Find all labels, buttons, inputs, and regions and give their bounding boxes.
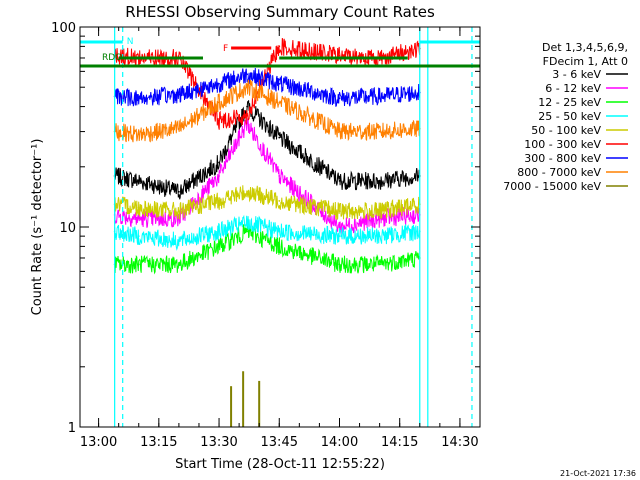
x-tick-label-1: 13:15 xyxy=(140,435,177,450)
series-5-point-5 xyxy=(278,45,281,48)
series-4-point-7 xyxy=(378,210,381,213)
series-0-point-3 xyxy=(218,161,220,164)
series-2-point-3 xyxy=(218,245,220,248)
series-6-point-4 xyxy=(246,73,249,76)
series-2-point-2 xyxy=(177,263,180,266)
series-2-point-7 xyxy=(378,263,381,266)
y-tick-label-1: 10 xyxy=(59,221,76,236)
series-4-point-1 xyxy=(137,206,140,209)
x-tick-label-4: 14:00 xyxy=(321,435,358,450)
series-3-line xyxy=(114,214,421,251)
axes-layer: 13:00 13:15 13:30 13:45 14:00 14:15 14:30 1 10 10… xyxy=(51,21,481,450)
series-3-point-4 xyxy=(246,221,249,224)
series-7-point-5 xyxy=(278,101,281,104)
annotation-label-2: F xyxy=(223,44,228,54)
series-1-point-1 xyxy=(137,217,140,220)
series-0-point-6 xyxy=(338,180,341,182)
y-tick-label-0: 1 xyxy=(68,421,76,436)
series-4-point-2 xyxy=(177,210,180,213)
legend-header-0: Det 1,3,4,5,6,9, xyxy=(542,41,628,54)
series-5-point-4 xyxy=(246,114,249,117)
series-7-point-4 xyxy=(246,86,249,89)
legend-entry-8: 7000 - 15000 keV xyxy=(503,180,601,193)
legend-entry-2: 12 - 25 keV xyxy=(538,96,601,109)
series-7-point-3 xyxy=(218,101,220,104)
series-1 xyxy=(113,117,421,235)
series-7-point-6 xyxy=(338,130,341,133)
series-4-point-3 xyxy=(218,200,220,202)
series-7 xyxy=(113,79,421,143)
series-2-point-6 xyxy=(338,263,341,266)
series-0-point-1 xyxy=(137,180,140,182)
x-tick-label-6: 14:30 xyxy=(441,435,478,450)
series-2-point-1 xyxy=(137,263,140,266)
series-6-point-3 xyxy=(218,82,220,85)
series-6-point-5 xyxy=(278,82,281,85)
series-6-point-2 xyxy=(177,93,180,96)
chart-title: RHESSI Observing Summary Count Rates xyxy=(125,3,435,21)
series-2-point-5 xyxy=(278,245,281,248)
series-6-point-6 xyxy=(338,97,341,100)
legend-entry-0: 3 - 6 keV xyxy=(552,68,601,81)
y-axis-label: Count Rate (s⁻¹ detector⁻¹) xyxy=(30,139,45,316)
legend-entry-1: 6 - 12 keV xyxy=(545,82,601,95)
series-7-point-7 xyxy=(378,130,381,133)
legend: Det 1,3,4,5,6,9,FDecim 1, Att 03 - 6 keV… xyxy=(503,41,628,193)
x-tick-label-3: 13:45 xyxy=(261,435,298,450)
series-3-point-2 xyxy=(177,240,180,243)
x-axis-label: Start Time (28-Oct-11 12:55:22) xyxy=(175,457,385,472)
series-5-point-3 xyxy=(218,119,220,122)
series-3-point-3 xyxy=(218,230,220,233)
series-1-point-5 xyxy=(278,175,281,177)
series-5-point-6 xyxy=(338,54,341,57)
series-1-point-6 xyxy=(338,226,341,228)
series-3-point-5 xyxy=(278,230,281,233)
series-0-point-2 xyxy=(177,190,180,193)
series-6-line xyxy=(114,67,421,107)
series-0-point-5 xyxy=(278,136,281,139)
series-4-point-5 xyxy=(278,200,281,202)
marks-layer: N RDO F xyxy=(80,27,480,427)
series-8 xyxy=(230,371,261,427)
series-1-line xyxy=(114,117,421,235)
series-7-point-2 xyxy=(177,127,180,130)
legend-entry-3: 25 - 50 keV xyxy=(538,110,601,123)
series-6-point-7 xyxy=(378,95,381,98)
series-6-point-1 xyxy=(137,97,140,100)
legend-header-1: FDecim 1, Att 0 xyxy=(543,55,628,68)
y-tick-label-2: 100 xyxy=(51,21,76,36)
series-2-point-4 xyxy=(246,230,249,233)
legend-entry-5: 100 - 300 keV xyxy=(524,138,601,151)
x-tick-label-2: 13:30 xyxy=(200,435,237,450)
series-3 xyxy=(113,214,421,251)
footer-timestamp: 21-Oct-2021 17:36 xyxy=(560,469,636,478)
series-2-line xyxy=(114,223,421,275)
series-3-point-1 xyxy=(137,235,140,238)
legend-entry-6: 300 - 800 keV xyxy=(524,152,601,165)
x-tick-label-5: 14:15 xyxy=(381,435,418,450)
series-3-point-6 xyxy=(338,235,341,238)
legend-entry-4: 50 - 100 keV xyxy=(531,124,601,137)
series-4-line xyxy=(114,185,421,220)
x-tick-label-0: 13:00 xyxy=(80,435,117,450)
series-0-point-4 xyxy=(246,105,249,108)
series-0-point-7 xyxy=(378,180,381,182)
series-1-point-3 xyxy=(218,175,220,177)
annotation-label-0: N xyxy=(127,37,134,47)
series-7-line xyxy=(114,79,421,143)
series-4-point-4 xyxy=(246,190,249,193)
series-0-line xyxy=(114,100,421,200)
legend-entry-7: 800 - 7000 keV xyxy=(517,166,601,179)
series-4-point-6 xyxy=(338,210,341,213)
series-7-point-1 xyxy=(137,133,140,136)
annotation-label-1: RDO xyxy=(102,53,122,63)
series-3-point-7 xyxy=(378,235,381,238)
